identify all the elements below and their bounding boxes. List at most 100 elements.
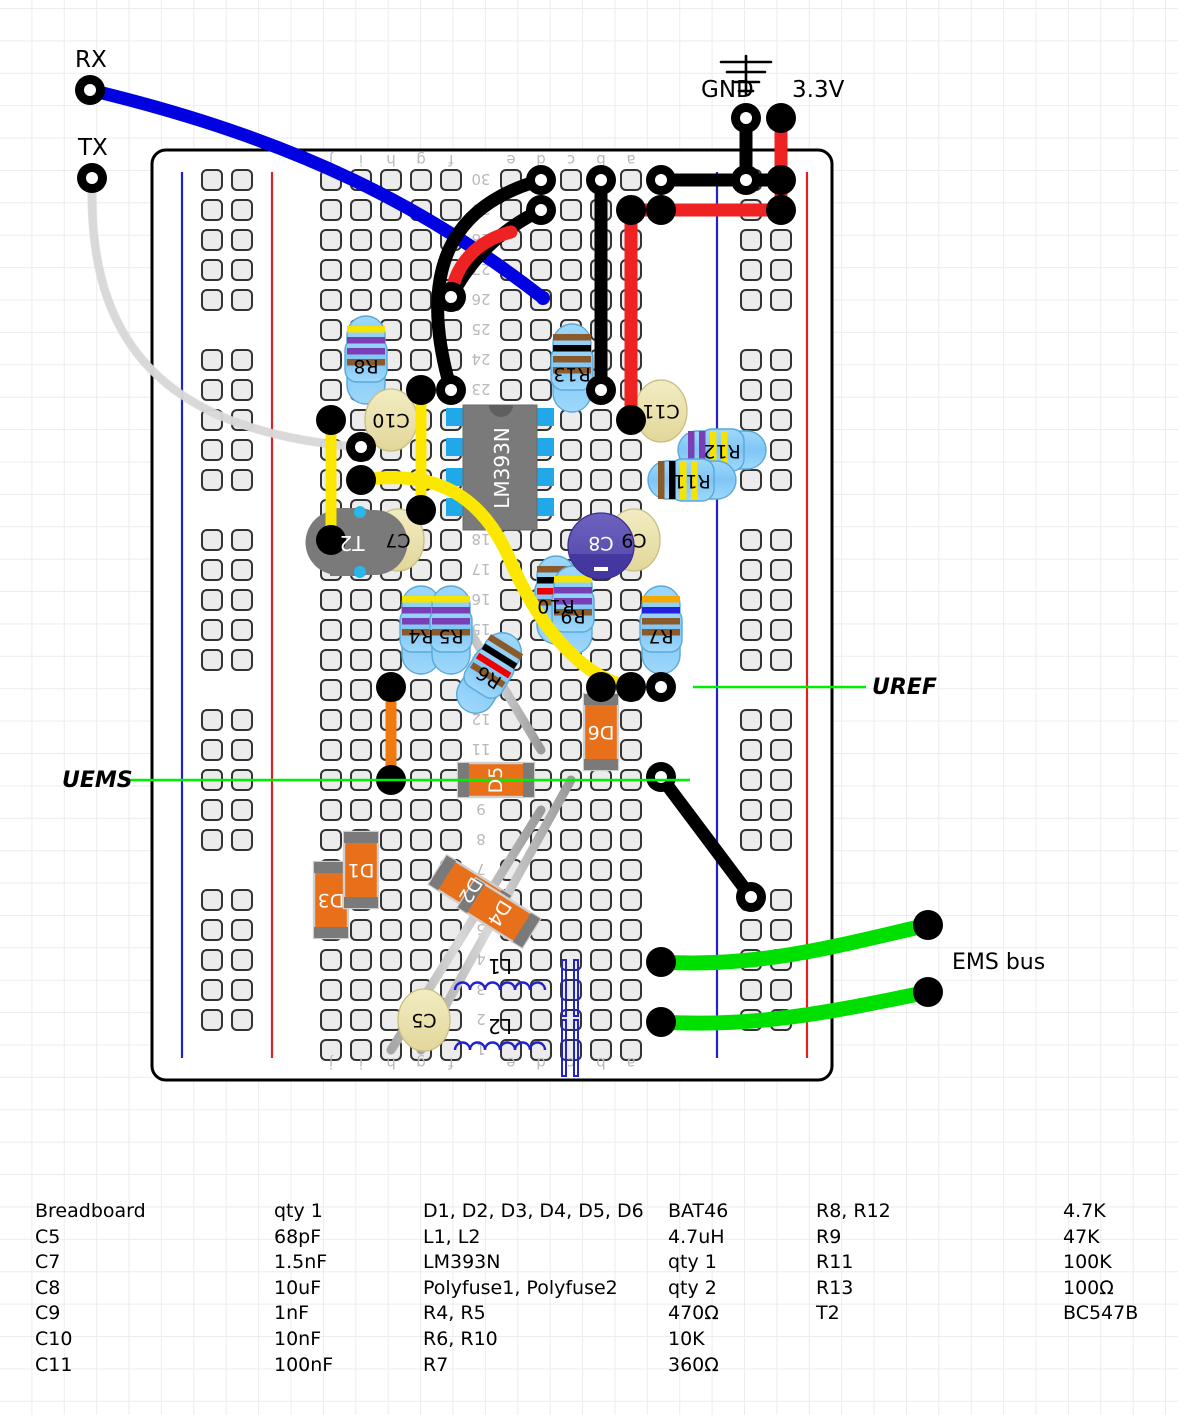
legend-cell-c3: 4.7uH bbox=[668, 1225, 725, 1248]
wire-endpoint[interactable] bbox=[731, 165, 761, 195]
wire-junction-dots[interactable] bbox=[75, 75, 943, 1037]
legend-cell-c1: 1.5nF bbox=[274, 1251, 328, 1274]
wire-endpoint[interactable] bbox=[616, 405, 646, 435]
column-letter-label: f bbox=[448, 1054, 454, 1072]
row-number-label: 12 bbox=[471, 710, 490, 728]
legend-cell-c2: D1, D2, D3, D4, D5, D6 bbox=[423, 1200, 644, 1222]
column-letter-label: j bbox=[329, 1054, 334, 1072]
resistor-r4[interactable] bbox=[399, 585, 443, 675]
gnd-symbol bbox=[719, 54, 773, 96]
resistor-r11[interactable] bbox=[647, 458, 737, 502]
wire-endpoint[interactable] bbox=[586, 375, 616, 405]
component-label: C10 bbox=[372, 409, 410, 431]
component-label: R8 bbox=[353, 355, 379, 377]
column-letter-label: a bbox=[626, 151, 635, 169]
wire-yellow-curve bbox=[354, 471, 638, 694]
diode-d4[interactable] bbox=[456, 876, 542, 950]
resistor-r6[interactable] bbox=[448, 625, 530, 722]
wire-endpoint[interactable] bbox=[766, 165, 796, 195]
wire-endpoint[interactable] bbox=[646, 195, 676, 225]
component-label: D5 bbox=[485, 766, 507, 794]
legend-cell-c0: C7 bbox=[35, 1251, 61, 1274]
legend-cell-c0: C10 bbox=[35, 1327, 73, 1350]
wire-endpoint[interactable] bbox=[316, 525, 346, 555]
wire-endpoint[interactable] bbox=[646, 1007, 676, 1037]
legend-cell-c3: 470Ω bbox=[668, 1302, 719, 1325]
row-number-label: 26 bbox=[471, 290, 490, 308]
component-label: T2 bbox=[339, 531, 365, 555]
wire-endpoint[interactable] bbox=[616, 672, 646, 702]
wire-endpoint[interactable] bbox=[436, 375, 466, 405]
column-letter-label: i bbox=[359, 151, 363, 169]
label-3v3: 3.3V bbox=[792, 77, 845, 103]
row-number-label: 25 bbox=[471, 320, 490, 338]
column-letter-label: i bbox=[359, 1054, 363, 1072]
legend-cell-c1: 10nF bbox=[274, 1327, 322, 1350]
resistor-r7[interactable] bbox=[639, 585, 683, 675]
resistor-r9[interactable] bbox=[551, 565, 595, 655]
wire-endpoint[interactable] bbox=[646, 947, 676, 977]
component-label: C5 bbox=[411, 1009, 437, 1031]
legend-cell-c0: C9 bbox=[35, 1302, 61, 1325]
component-label: R5 bbox=[438, 625, 464, 647]
legend-row: C10 10nF R6, R10 10K bbox=[0, 1328, 1178, 1354]
wire-endpoint[interactable] bbox=[736, 882, 766, 912]
wire-endpoint-ems2[interactable] bbox=[913, 977, 943, 1007]
wire-endpoint-ems1[interactable] bbox=[913, 910, 943, 940]
wire-endpoint[interactable] bbox=[436, 282, 466, 312]
column-letter-label: h bbox=[386, 1054, 396, 1072]
column-letter-label: f bbox=[448, 151, 454, 169]
wire-endpoint[interactable] bbox=[406, 495, 436, 525]
wire-black-lower bbox=[654, 770, 758, 904]
diode-d1[interactable] bbox=[342, 830, 380, 910]
legend-cell-c3: qty 1 bbox=[668, 1251, 717, 1274]
wire-endpoint[interactable] bbox=[316, 405, 346, 435]
column-letter-label: h bbox=[386, 151, 396, 169]
column-letter-label: e bbox=[506, 1054, 515, 1072]
legend-cell-c2: LM393N bbox=[423, 1251, 501, 1274]
column-letter-label: c bbox=[567, 151, 575, 169]
wire-endpoint-rx[interactable] bbox=[75, 75, 105, 105]
legend-cell-c2: Polyfuse1, Polyfuse2 bbox=[423, 1276, 618, 1299]
wire-endpoint[interactable] bbox=[586, 672, 616, 702]
legend-cell-c1: 100nF bbox=[274, 1353, 334, 1376]
wire-endpoint-tx[interactable] bbox=[77, 163, 107, 193]
legend-cell-c4: R13 bbox=[816, 1276, 854, 1299]
column-letter-label: a bbox=[626, 1054, 635, 1072]
resistor-r13[interactable] bbox=[550, 323, 594, 413]
inductor-l1[interactable] bbox=[453, 981, 547, 991]
label-uems: UEMS bbox=[62, 768, 133, 793]
wire-endpoint[interactable] bbox=[646, 165, 676, 195]
wire-endpoint[interactable] bbox=[766, 195, 796, 225]
row-number-label: 11 bbox=[471, 740, 490, 758]
wire-endpoint[interactable] bbox=[346, 432, 376, 462]
wire-endpoint-gnd[interactable] bbox=[731, 103, 761, 133]
row-number-label: 8 bbox=[476, 830, 486, 848]
wire-endpoint-3v3[interactable] bbox=[766, 103, 796, 133]
resistor-r5[interactable] bbox=[429, 585, 473, 675]
capacitor-c8[interactable] bbox=[567, 512, 635, 580]
inductor-l2[interactable] bbox=[453, 1041, 547, 1051]
wire-endpoint[interactable] bbox=[406, 375, 436, 405]
legend-cell-c3: 360Ω bbox=[668, 1353, 719, 1376]
row-number-label: 5 bbox=[476, 920, 486, 938]
wire-endpoint[interactable] bbox=[526, 165, 556, 195]
row-number-label: 23 bbox=[471, 380, 490, 398]
polyfuse[interactable] bbox=[561, 959, 579, 1017]
capacitor-c5[interactable] bbox=[397, 988, 451, 1052]
wire-endpoint[interactable] bbox=[646, 672, 676, 702]
wire-endpoint[interactable] bbox=[346, 465, 376, 495]
wire-black-top1 bbox=[431, 173, 548, 397]
wire-endpoint[interactable] bbox=[586, 165, 616, 195]
diode-d3[interactable] bbox=[312, 860, 350, 940]
wire-endpoint[interactable] bbox=[376, 672, 406, 702]
polyfuse[interactable] bbox=[561, 1019, 579, 1077]
component-label: C8 bbox=[588, 532, 614, 554]
component-label: R7 bbox=[648, 625, 674, 647]
resistor-r8[interactable] bbox=[344, 315, 388, 405]
legend-cell-c4: T2 bbox=[816, 1302, 840, 1325]
legend-cell-c4: R8, R12 bbox=[816, 1200, 891, 1222]
wire-endpoint[interactable] bbox=[526, 195, 556, 225]
wire-endpoint[interactable] bbox=[616, 195, 646, 225]
